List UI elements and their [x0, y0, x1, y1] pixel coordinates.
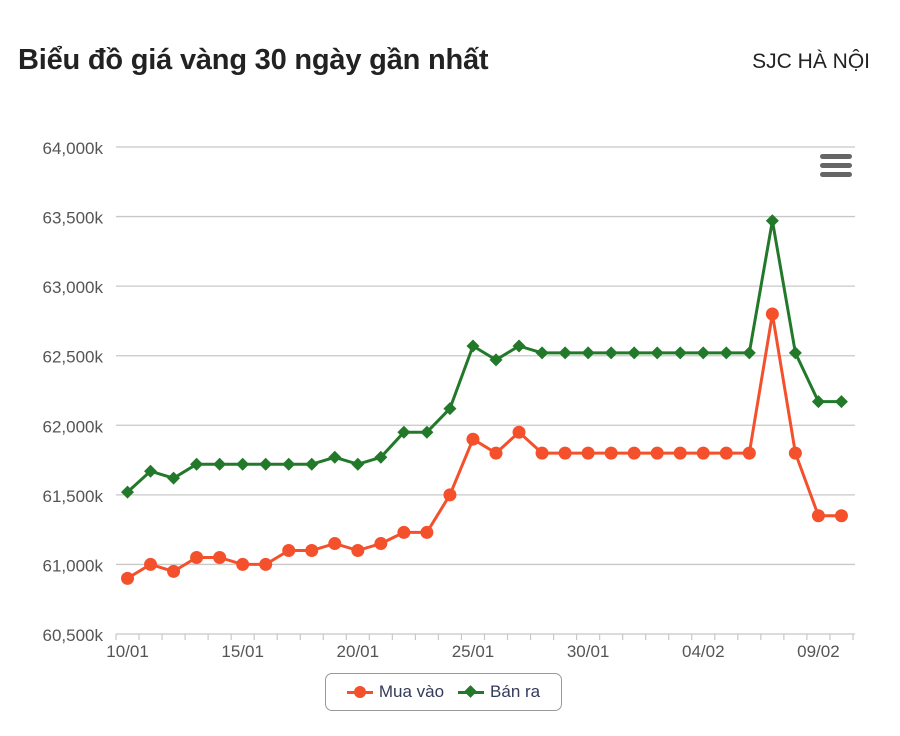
- data-point[interactable]: [765, 214, 779, 228]
- data-point[interactable]: [811, 395, 825, 409]
- x-tick-label: 09/02: [797, 642, 840, 661]
- data-point[interactable]: [374, 537, 388, 551]
- hamburger-menu-icon[interactable]: [820, 154, 852, 180]
- x-tick-label: 20/01: [337, 642, 380, 661]
- data-point[interactable]: [811, 509, 825, 523]
- data-point[interactable]: [259, 557, 273, 571]
- y-tick-label: 63,500k: [43, 209, 104, 228]
- data-point[interactable]: [834, 395, 848, 409]
- data-point[interactable]: [742, 446, 756, 460]
- data-point[interactable]: [558, 346, 572, 360]
- data-point[interactable]: [673, 446, 687, 460]
- data-point[interactable]: [167, 564, 181, 578]
- data-point[interactable]: [190, 457, 204, 471]
- legend-item-sell[interactable]: Bán ra: [458, 682, 540, 702]
- data-point[interactable]: [466, 432, 480, 446]
- data-point[interactable]: [765, 307, 779, 321]
- data-point[interactable]: [627, 346, 641, 360]
- y-tick-label: 62,000k: [43, 417, 104, 436]
- data-point[interactable]: [719, 446, 733, 460]
- data-point[interactable]: [190, 550, 204, 564]
- data-point[interactable]: [305, 457, 319, 471]
- data-point[interactable]: [512, 339, 526, 353]
- y-tick-label: 60,500k: [43, 626, 104, 645]
- data-point[interactable]: [719, 346, 733, 360]
- data-point[interactable]: [236, 457, 250, 471]
- data-point[interactable]: [305, 544, 319, 558]
- data-point[interactable]: [604, 346, 618, 360]
- data-point[interactable]: [351, 457, 365, 471]
- data-point[interactable]: [328, 450, 342, 464]
- series-line: [126, 219, 842, 494]
- x-tick-label: 30/01: [567, 642, 610, 661]
- x-tick-label: 10/01: [106, 642, 149, 661]
- data-point[interactable]: [627, 446, 641, 460]
- data-point[interactable]: [673, 346, 687, 360]
- data-point[interactable]: [282, 457, 296, 471]
- data-point[interactable]: [466, 339, 480, 353]
- data-point[interactable]: [489, 353, 503, 367]
- data-point[interactable]: [512, 425, 526, 439]
- data-point[interactable]: [742, 346, 756, 360]
- data-point[interactable]: [788, 446, 802, 460]
- data-point[interactable]: [581, 446, 595, 460]
- x-tick-label: 04/02: [682, 642, 725, 661]
- y-tick-label: 61,500k: [43, 487, 104, 506]
- data-point[interactable]: [121, 571, 135, 585]
- data-point[interactable]: [259, 457, 273, 471]
- data-point[interactable]: [121, 485, 135, 499]
- data-point[interactable]: [443, 488, 457, 502]
- data-point[interactable]: [397, 425, 411, 439]
- source-label: SJC HÀ NỘI: [752, 50, 870, 73]
- data-point[interactable]: [650, 446, 664, 460]
- data-point[interactable]: [213, 550, 227, 564]
- data-point[interactable]: [535, 346, 549, 360]
- y-tick-label: 63,000k: [43, 278, 104, 297]
- chart-legend: Mua vào Bán ra: [325, 673, 562, 711]
- data-point[interactable]: [420, 425, 434, 439]
- legend-item-buy[interactable]: Mua vào: [346, 682, 445, 702]
- x-tick-label: 25/01: [452, 642, 495, 661]
- data-point[interactable]: [788, 346, 802, 360]
- data-point[interactable]: [420, 525, 434, 539]
- y-tick-label: 62,500k: [43, 348, 104, 367]
- data-point[interactable]: [374, 450, 388, 464]
- data-point[interactable]: [144, 464, 158, 478]
- data-point[interactable]: [604, 446, 618, 460]
- data-point[interactable]: [581, 346, 595, 360]
- data-point[interactable]: [397, 525, 411, 539]
- chart-title: Biểu đồ giá vàng 30 ngày gần nhất: [18, 44, 489, 76]
- circle-marker-icon: [346, 686, 373, 698]
- y-tick-label: 61,000k: [43, 556, 104, 575]
- data-point[interactable]: [489, 446, 503, 460]
- data-point[interactable]: [696, 346, 710, 360]
- legend-label-sell: Bán ra: [490, 682, 541, 701]
- data-point[interactable]: [167, 471, 181, 485]
- data-point[interactable]: [834, 509, 848, 523]
- diamond-marker-icon: [458, 685, 485, 698]
- x-tick-label: 15/01: [221, 642, 264, 661]
- data-point[interactable]: [144, 557, 158, 571]
- data-point[interactable]: [443, 402, 457, 416]
- data-point[interactable]: [696, 446, 710, 460]
- data-point[interactable]: [558, 446, 572, 460]
- data-point[interactable]: [351, 544, 365, 558]
- data-point[interactable]: [328, 537, 342, 551]
- data-point[interactable]: [213, 457, 227, 471]
- data-point[interactable]: [282, 544, 296, 558]
- data-point[interactable]: [535, 446, 549, 460]
- legend-label-buy: Mua vào: [378, 682, 445, 701]
- data-point[interactable]: [650, 346, 664, 360]
- data-point[interactable]: [236, 557, 250, 571]
- y-tick-label: 64,000k: [43, 139, 104, 158]
